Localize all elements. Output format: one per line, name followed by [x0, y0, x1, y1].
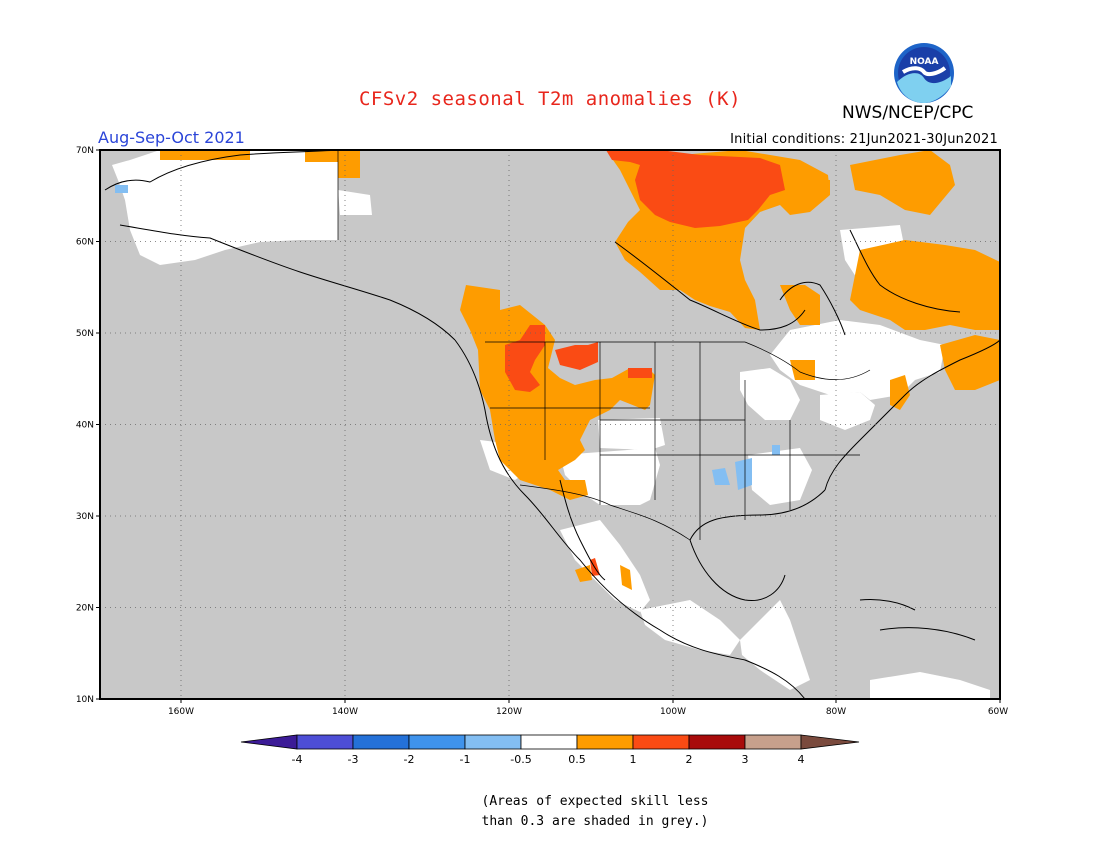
colorbar-label: -3	[348, 753, 359, 766]
skill-note-line-2: than 0.3 are shaded in grey.)	[481, 814, 709, 829]
cool-anomaly-regions	[115, 185, 780, 490]
colorbar-label: -0.5	[510, 753, 531, 766]
skill-note-line-1: (Areas of expected skill less	[481, 794, 709, 809]
lon-label: 80W	[826, 707, 846, 717]
lat-label: 50N	[76, 329, 94, 339]
colorbar-segment	[296, 734, 354, 750]
colorbar-segment	[408, 734, 466, 750]
lat-label: 40N	[76, 421, 94, 431]
coastlines	[104, 150, 1000, 699]
lon-label: 60W	[988, 707, 1008, 717]
lat-label: 60N	[76, 238, 94, 248]
colorbar: -4 -3 -2 -1 -0.5 0.5 1 2 3 4	[240, 734, 860, 766]
colorbar-segment	[240, 734, 298, 750]
initial-conditions: Initial conditions: 21Jun2021-30Jun2021	[730, 132, 998, 147]
colorbar-label: -1	[460, 753, 471, 766]
colorbar-label: 1	[630, 753, 637, 766]
lat-label: 20N	[76, 604, 94, 614]
lon-label: 100W	[660, 707, 686, 717]
colorbar-segment	[744, 734, 802, 750]
svg-text:NOAA: NOAA	[910, 57, 939, 67]
colorbar-segment	[688, 734, 746, 750]
graticule	[100, 150, 1000, 699]
agency-label: NWS/NCEP/CPC	[842, 103, 974, 123]
lat-label: 70N	[76, 146, 94, 156]
colorbar-label: 3	[742, 753, 749, 766]
colorbar-label: 2	[686, 753, 693, 766]
lon-label: 160W	[168, 707, 194, 717]
latitude-axis: 70N 60N 50N 40N 30N 20N 10N	[76, 146, 100, 705]
lon-label: 120W	[496, 707, 522, 717]
colorbar-label: 0.5	[568, 753, 586, 766]
colorbar-segment	[576, 734, 634, 750]
political-borders	[337, 150, 871, 541]
map-plot-area	[100, 150, 1000, 699]
colorbar-segment	[464, 734, 522, 750]
noaa-logo: NOAA	[894, 43, 954, 103]
colorbar-label: 4	[798, 753, 805, 766]
longitude-axis: 160W 140W 120W 100W 80W 60W	[168, 699, 1008, 717]
colorbar-segment	[352, 734, 410, 750]
skill-note: (Areas of expected skill less than 0.3 a…	[420, 792, 770, 832]
colorbar-label: -4	[292, 753, 303, 766]
colorbar-label: -2	[404, 753, 415, 766]
lat-label: 30N	[76, 512, 94, 522]
lon-label: 140W	[332, 707, 358, 717]
colorbar-segment	[632, 734, 690, 750]
colorbar-segment	[800, 734, 860, 750]
chart-title: CFSv2 seasonal T2m anomalies (K)	[358, 88, 742, 110]
lat-label: 10N	[76, 695, 94, 705]
forecast-period: Aug-Sep-Oct 2021	[98, 128, 245, 147]
colorbar-segment	[520, 734, 578, 750]
